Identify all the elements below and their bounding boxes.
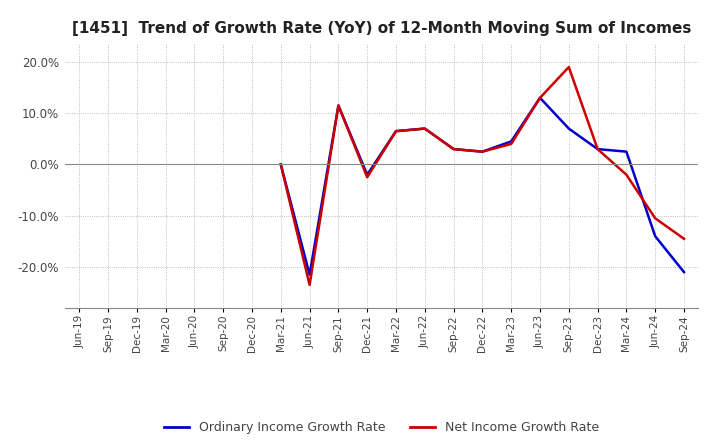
Legend: Ordinary Income Growth Rate, Net Income Growth Rate: Ordinary Income Growth Rate, Net Income …	[159, 416, 604, 439]
Title: [1451]  Trend of Growth Rate (YoY) of 12-Month Moving Sum of Incomes: [1451] Trend of Growth Rate (YoY) of 12-…	[72, 21, 691, 36]
